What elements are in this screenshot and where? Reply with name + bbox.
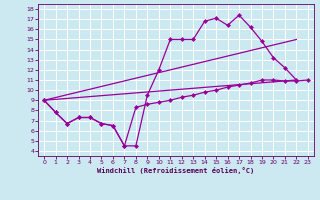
X-axis label: Windchill (Refroidissement éolien,°C): Windchill (Refroidissement éolien,°C) — [97, 167, 255, 174]
